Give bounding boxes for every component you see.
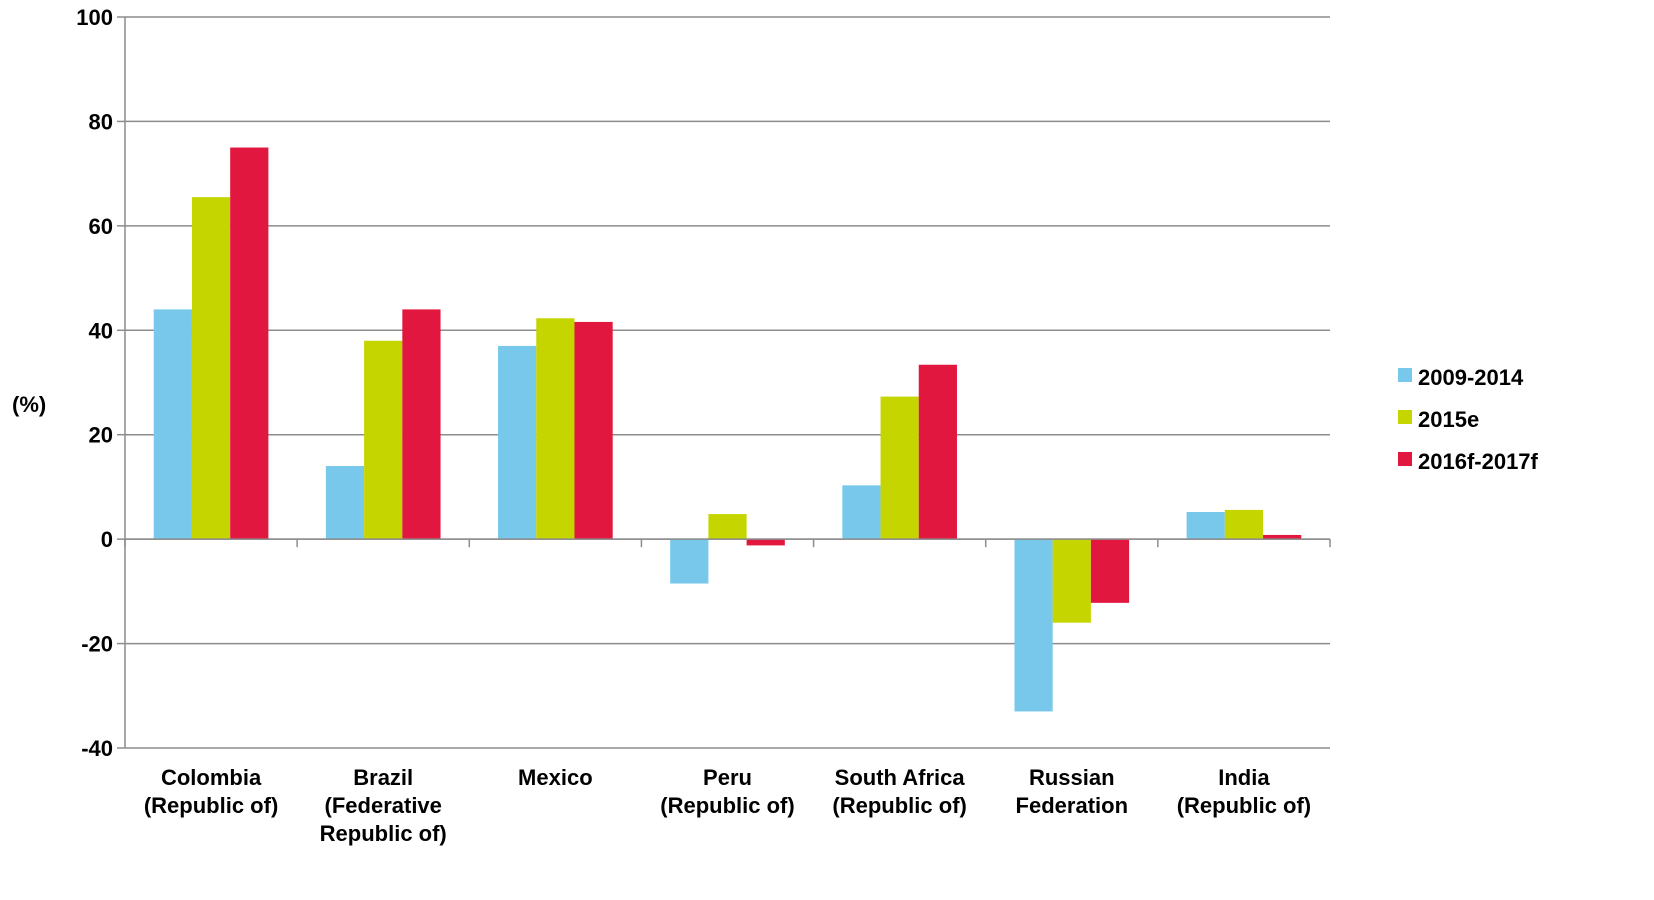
bar — [498, 345, 537, 540]
legend-label: 2015e — [1418, 407, 1479, 432]
bar — [364, 340, 403, 540]
axes — [124, 17, 1331, 748]
x-category-label: (Republic of) — [1177, 793, 1311, 818]
bar — [708, 514, 747, 540]
legend-label: 2016f-2017f — [1418, 449, 1539, 474]
bar — [1224, 509, 1264, 540]
y-tick-label: 0 — [101, 527, 113, 552]
legend-swatch — [1398, 452, 1412, 466]
bar — [670, 539, 709, 584]
x-category-label: (Republic of) — [660, 793, 794, 818]
legend-swatch — [1398, 368, 1412, 382]
x-category-label: Mexico — [518, 765, 593, 790]
y-tick-labels: -40 -20 0 20 40 60 80 100 — [76, 5, 113, 761]
bar — [880, 396, 919, 540]
x-category-label: (Federative — [325, 793, 442, 818]
legend: 2009-2014 2015e 2016f-2017f — [1398, 365, 1539, 474]
x-category-label: (Republic of) — [832, 793, 966, 818]
bar — [153, 309, 192, 540]
x-category-label: Colombia — [161, 765, 262, 790]
y-tick-label: 40 — [89, 318, 113, 343]
x-category-label: Russian — [1029, 765, 1115, 790]
legend-label: 2009-2014 — [1418, 365, 1524, 390]
bar — [191, 197, 231, 540]
bar — [325, 466, 365, 540]
y-tick-label: 100 — [76, 5, 113, 30]
bar — [230, 147, 269, 540]
y-tick-label: 20 — [89, 423, 113, 448]
bar — [1186, 511, 1225, 540]
x-category-label: (Republic of) — [144, 793, 278, 818]
bar — [1090, 539, 1130, 603]
bars — [153, 147, 1302, 712]
y-tick-label: -20 — [81, 632, 113, 657]
x-category-label: Republic of) — [320, 821, 447, 846]
gridlines — [117, 16, 1330, 749]
y-tick-label: 60 — [89, 214, 113, 239]
bar — [1263, 534, 1302, 540]
x-category-labels: Colombia (Republic of) Brazil (Federative Re… — [144, 765, 1311, 846]
x-category-label: Federation — [1016, 793, 1128, 818]
x-category-label: Peru — [703, 765, 752, 790]
bar — [574, 321, 613, 540]
legend-swatch — [1398, 410, 1412, 424]
bar — [746, 539, 785, 546]
bar — [842, 485, 881, 540]
bar — [1014, 539, 1053, 712]
bar — [1052, 539, 1091, 623]
y-tick-label: 80 — [89, 109, 113, 134]
x-category-label: South Africa — [835, 765, 966, 790]
bar — [918, 364, 957, 540]
y-tick-label: -40 — [81, 736, 113, 761]
y-axis-label: (%) — [12, 392, 46, 417]
x-category-label: India — [1218, 765, 1270, 790]
x-category-label: Brazil — [353, 765, 413, 790]
bar — [402, 309, 441, 540]
bar — [536, 318, 575, 540]
